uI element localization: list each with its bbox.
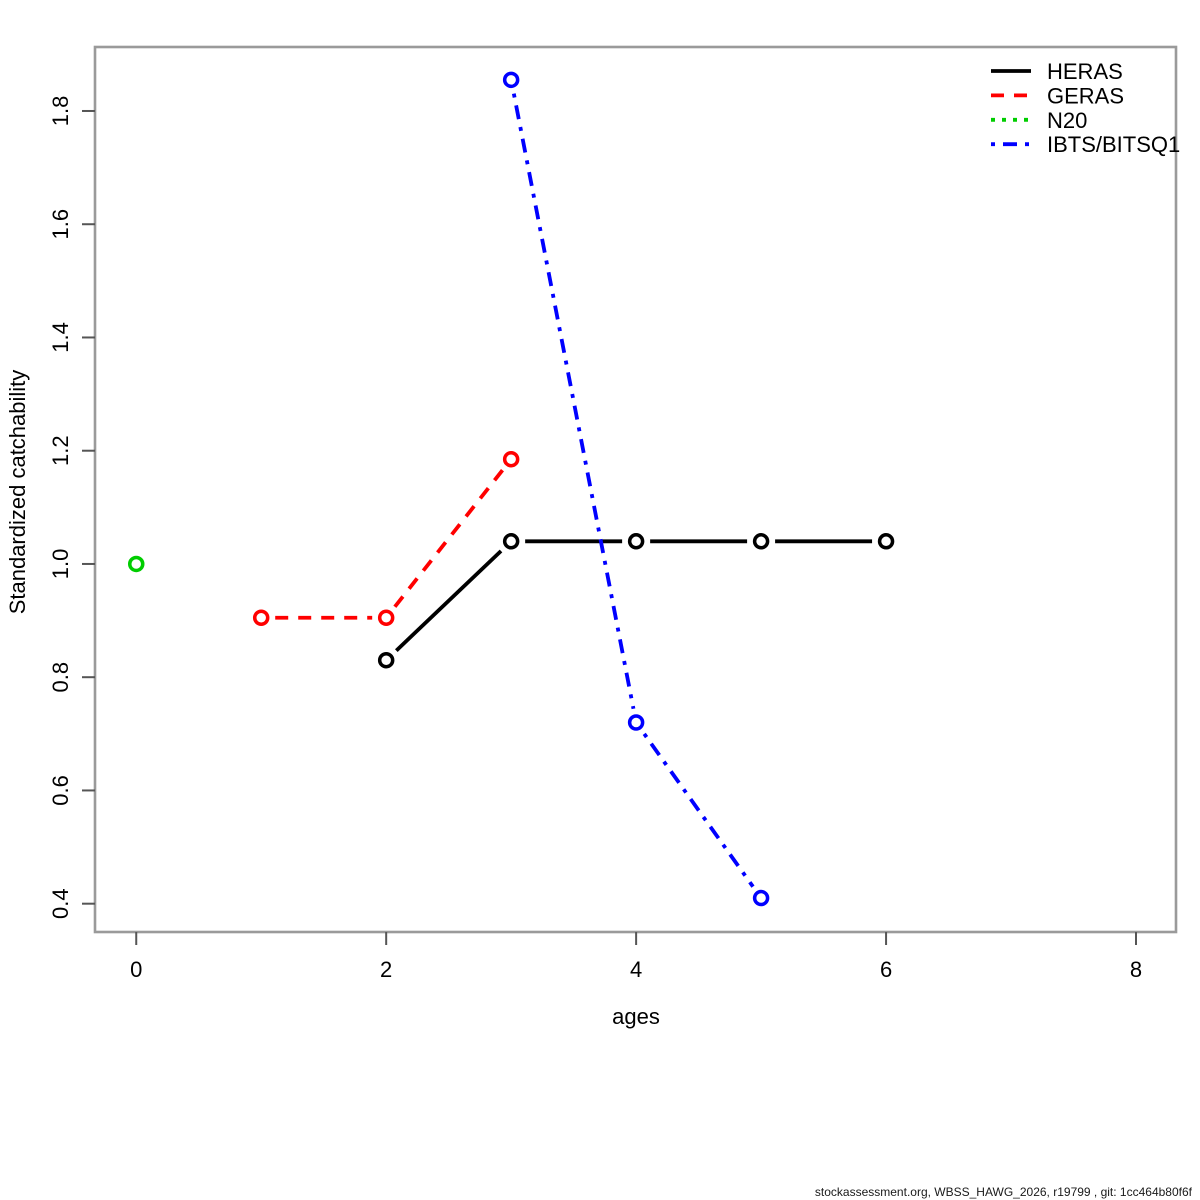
data-point-geras (377, 609, 395, 626)
y-tick-label: 1.4 (48, 322, 73, 353)
data-point-heras (502, 533, 520, 550)
series-segment-ibts-bitsq1 (511, 93, 636, 710)
x-tick-label: 8 (1130, 957, 1142, 982)
y-tick-label: 0.6 (48, 775, 73, 806)
series-segment-ibts-bitsq1 (642, 732, 755, 888)
legend-label-ibts-bitsq1: IBTS/BITSQ1 (1047, 132, 1180, 157)
data-point-heras (627, 533, 645, 550)
data-point-heras (877, 533, 895, 550)
series-segment-heras (395, 549, 503, 652)
legend-label-geras: GERAS (1047, 83, 1124, 108)
x-axis-label: ages (612, 1004, 660, 1029)
y-tick-label: 0.4 (48, 888, 73, 919)
data-point-ibts-bitsq1 (627, 714, 645, 731)
y-tick-label: 0.8 (48, 662, 73, 693)
legend-label-n20: N20 (1047, 108, 1087, 133)
x-tick-label: 2 (380, 957, 392, 982)
data-point-n20 (127, 555, 145, 573)
y-tick-label: 1.8 (48, 96, 73, 127)
y-tick-label: 1.6 (48, 209, 73, 240)
x-tick-label: 6 (880, 957, 892, 982)
y-tick-label: 1.0 (48, 549, 73, 580)
data-point-ibts-bitsq1 (752, 889, 770, 907)
x-tick-label: 4 (630, 957, 642, 982)
plot-border (93, 45, 1178, 934)
plot-area: 0 2 4 6 8 0.4 0.6 0.8 1.0 1.2 1.4 1.6 1.8 HERASGERASN… (48, 45, 1180, 982)
footer-text: stockassessment.org, WBSS_HAWG_2026, r19… (815, 1185, 1193, 1199)
x-tick-label: 0 (130, 957, 142, 982)
legend-label-heras: HERAS (1047, 59, 1123, 84)
data-point-heras (752, 533, 770, 550)
y-axis-label: Standardized catchability (5, 370, 30, 615)
data-point-heras (377, 651, 395, 669)
data-point-geras (252, 609, 270, 626)
data-point-ibts-bitsq1 (502, 71, 520, 89)
data-point-geras (502, 450, 520, 468)
y-tick-label: 1.2 (48, 435, 73, 466)
series-segment-geras (393, 469, 504, 608)
